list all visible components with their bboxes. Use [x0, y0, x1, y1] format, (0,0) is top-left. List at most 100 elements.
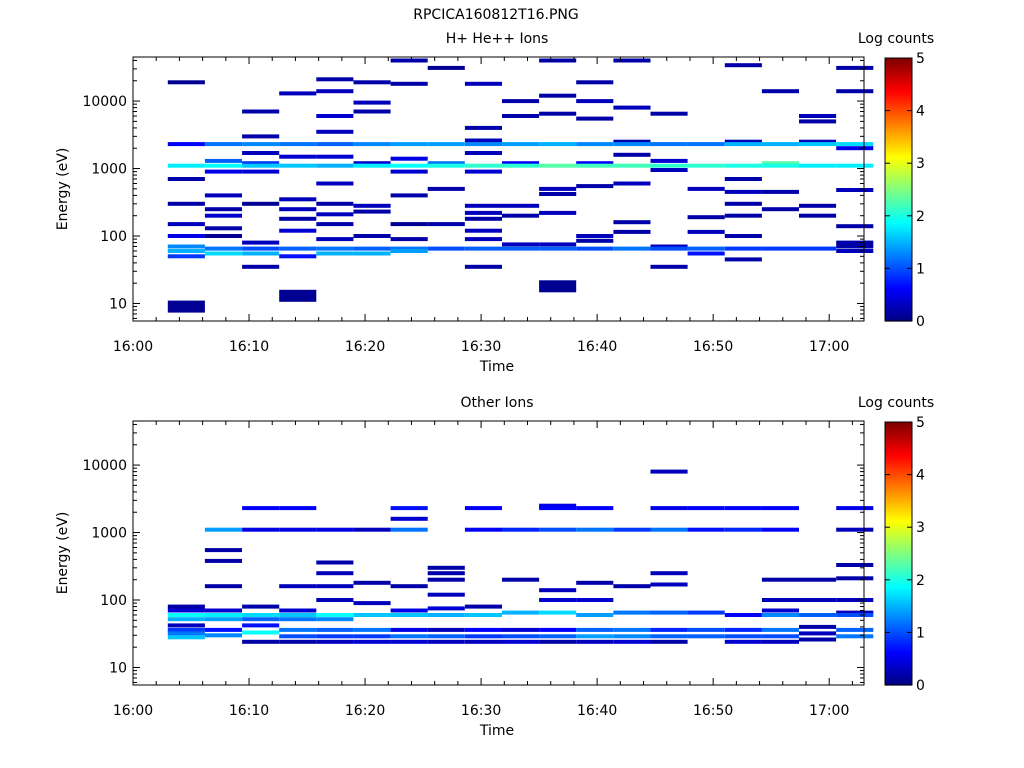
x-tick-label: 16:20 — [345, 703, 385, 719]
colorbar-segment — [885, 301, 912, 304]
colorbar-segment — [885, 161, 912, 165]
heatmap-cell — [427, 639, 465, 644]
heatmap-cell — [724, 627, 762, 632]
heatmap-cell — [539, 186, 577, 191]
heatmap-cell — [242, 617, 280, 622]
colorbar-segment — [885, 241, 912, 244]
colorbar-segment — [885, 293, 912, 296]
colorbar-label: Log counts — [858, 31, 934, 47]
colorbar-segment — [885, 211, 912, 215]
heatmap-cell — [650, 610, 688, 615]
colorbar-tick-label: 3 — [916, 156, 925, 172]
colorbar-segment — [885, 59, 912, 63]
heatmap-cell — [204, 142, 242, 147]
colorbar-segment — [885, 585, 912, 588]
colorbar-segment — [885, 659, 912, 662]
colorbar-segment — [885, 571, 912, 575]
colorbar-segment — [885, 179, 912, 183]
colorbar-segment — [885, 297, 912, 300]
heatmap-cell — [502, 114, 540, 118]
heatmap-cell — [724, 139, 762, 144]
y-tick-label: 1000 — [91, 162, 127, 178]
heatmap-cell — [613, 163, 651, 168]
heatmap-cell — [613, 246, 651, 251]
x-tick-label: 16:10 — [229, 703, 269, 719]
heatmap-cell — [687, 142, 725, 147]
colorbar-segment — [885, 663, 912, 666]
heatmap-cell — [316, 89, 354, 94]
heatmap-cell — [687, 229, 725, 234]
colorbar-segment — [885, 445, 912, 449]
colorbar-segment — [885, 523, 912, 527]
heatmap-cell — [242, 639, 280, 644]
heatmap-cell — [576, 99, 614, 104]
heatmap-cell — [353, 601, 391, 606]
colorbar-segment — [885, 519, 912, 523]
colorbar-segment — [885, 563, 912, 567]
heatmap-cell — [242, 251, 280, 256]
heatmap-cell — [242, 163, 280, 168]
colorbar-segment — [885, 441, 912, 445]
colorbar-segment — [885, 257, 912, 260]
heatmap-cell — [539, 163, 577, 168]
heatmap-cell — [204, 617, 242, 622]
colorbar-segment — [885, 649, 912, 652]
colorbar-segment — [885, 535, 912, 539]
colorbar-segment — [885, 609, 912, 612]
heatmap-cell — [650, 582, 688, 587]
heatmap-cell — [204, 169, 242, 174]
heatmap-cell — [650, 168, 688, 172]
y-tick-label: 100 — [100, 593, 127, 609]
heatmap-cell — [353, 142, 391, 147]
colorbar-segment — [885, 473, 912, 477]
heatmap-cell — [464, 627, 502, 632]
heatmap-cell — [316, 584, 354, 589]
heatmap-cell — [576, 238, 614, 243]
heatmap-cell — [613, 639, 651, 644]
heatmap-cell — [316, 639, 354, 644]
colorbar-segment — [885, 253, 912, 256]
colorbar-segment — [885, 201, 912, 205]
heatmap-cell — [279, 197, 317, 202]
heatmap-cell — [242, 506, 280, 511]
colorbar-segment — [885, 591, 912, 594]
heatmap-cell — [316, 163, 354, 168]
heatmap-cell — [464, 169, 502, 174]
heatmap-cell — [502, 163, 540, 168]
heatmap-cell — [650, 111, 688, 116]
heatmap-cell — [761, 608, 799, 613]
heatmap-cell — [761, 163, 799, 168]
heatmap-cell — [799, 114, 837, 118]
x-axis-label: Time — [479, 723, 514, 739]
heatmap-cell — [204, 226, 242, 231]
colorbar-segment — [885, 285, 912, 288]
heatmap-cell — [167, 617, 205, 622]
colorbar-segment — [885, 309, 912, 312]
colorbar-segment — [885, 527, 912, 531]
heatmap-cell — [799, 163, 837, 168]
heatmap-cell — [353, 613, 391, 617]
colorbar-segment — [885, 673, 912, 676]
heatmap-cell — [167, 80, 205, 85]
heatmap-cell — [316, 246, 354, 251]
colorbar-segment — [885, 91, 912, 95]
colorbar-segment — [885, 569, 912, 573]
colorbar-segment — [885, 269, 912, 272]
y-tick-label: 10000 — [82, 458, 127, 474]
heatmap-cell — [836, 240, 874, 245]
colorbar-segment — [885, 145, 912, 149]
heatmap-cell — [427, 186, 465, 191]
colorbar-segment — [885, 177, 912, 181]
heatmap-cell — [650, 634, 688, 639]
colorbar-segment — [885, 277, 912, 280]
heatmap-cell — [761, 527, 799, 532]
colorbar-segment — [885, 225, 912, 228]
x-tick-label: 16:00 — [113, 703, 153, 719]
heatmap-cell — [316, 237, 354, 242]
heatmap-cell — [167, 234, 205, 238]
heatmap-cells — [167, 58, 874, 313]
colorbar-segment — [885, 187, 912, 191]
heatmap-cell — [204, 558, 242, 563]
colorbar-segment — [885, 81, 912, 85]
heatmap-cell — [464, 125, 502, 130]
